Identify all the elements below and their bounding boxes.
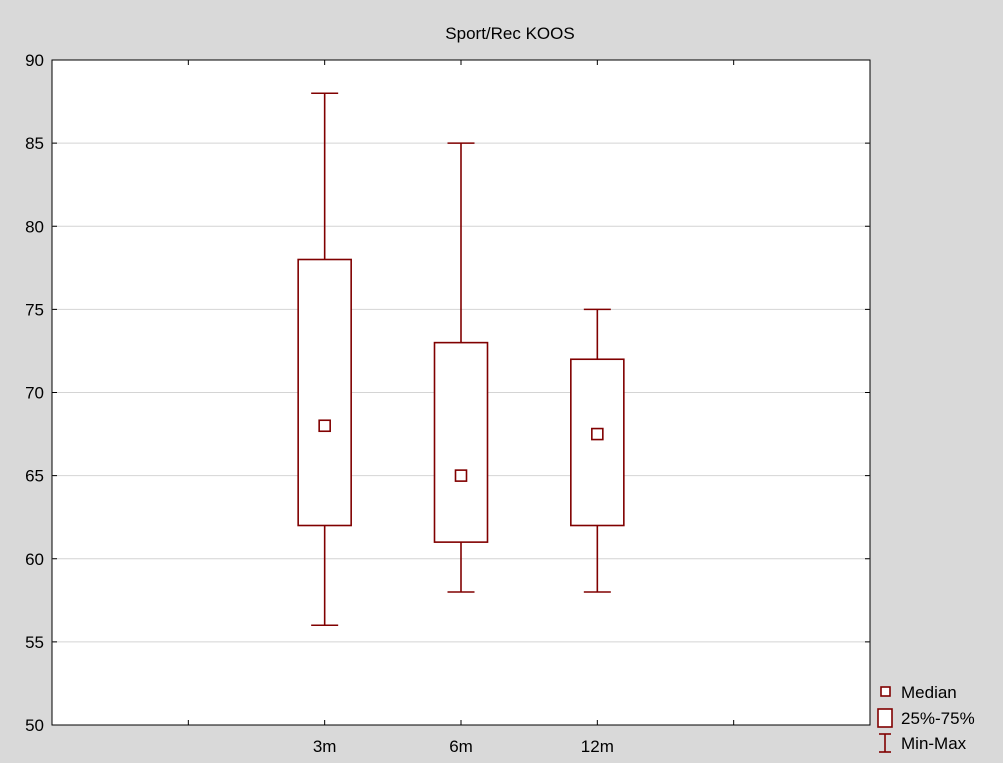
x-tick-label: 12m (581, 737, 614, 756)
y-tick-label: 55 (25, 633, 44, 652)
y-tick-label: 60 (25, 550, 44, 569)
x-tick-label: 3m (313, 737, 337, 756)
legend-item: Min-Max (879, 733, 967, 753)
y-tick-label: 80 (25, 217, 44, 236)
y-tick-label: 75 (25, 300, 44, 319)
chart-title: Sport/Rec KOOS (445, 24, 574, 43)
x-tick-label: 6m (449, 737, 473, 756)
iqr-box (570, 358, 625, 527)
y-tick-label: 65 (25, 467, 44, 486)
iqr-box (297, 258, 352, 527)
iqr-box (433, 341, 489, 543)
box-6m (433, 142, 489, 593)
legend-label: 25%-75% (901, 709, 975, 728)
median-marker (591, 427, 604, 441)
boxes (297, 92, 625, 627)
legend-item: 25%-75% (877, 708, 975, 728)
legend-median-icon (880, 686, 891, 697)
legend-item: Median (880, 683, 957, 702)
legend-label: Min-Max (901, 734, 967, 753)
y-tick-label: 85 (25, 134, 44, 153)
y-tick-label: 70 (25, 384, 44, 403)
box-12m (570, 308, 625, 593)
legend: Median 25%-75% Min-Max (877, 683, 975, 753)
y-tick-label: 90 (25, 51, 44, 70)
median-marker (318, 419, 331, 433)
axes: 50 55 60 65 70 75 80 85 90 3m 6m 12m (25, 51, 870, 756)
median-marker (454, 469, 468, 482)
y-tick-label: 50 (25, 716, 44, 735)
legend-box-icon (877, 708, 893, 728)
box-3m (297, 92, 352, 627)
legend-label: Median (901, 683, 957, 702)
